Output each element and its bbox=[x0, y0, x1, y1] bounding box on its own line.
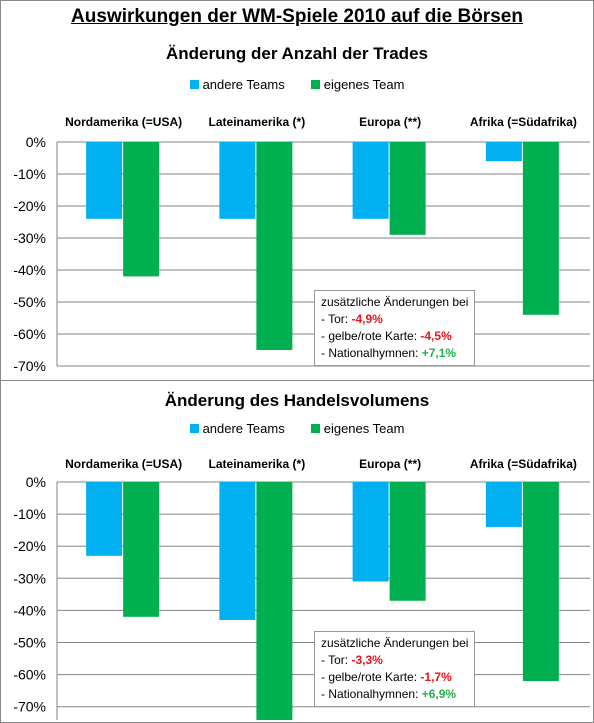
category-label: Afrika (=Südafrika) bbox=[470, 115, 577, 129]
y-tick-label: -30% bbox=[13, 570, 46, 586]
bar-andere-teams bbox=[485, 482, 522, 527]
y-tick-label: -70% bbox=[13, 699, 46, 715]
note-heading: zusätzliche Änderungen bei bbox=[321, 636, 469, 650]
y-tick-label: -70% bbox=[13, 358, 46, 374]
note-row: - gelbe/rote Karte: -4,5% bbox=[321, 328, 468, 345]
legend-swatch-andere bbox=[189, 424, 199, 433]
bar-eigenes-team bbox=[389, 142, 426, 235]
y-tick-label: -30% bbox=[13, 230, 46, 246]
legend-item-eigenes: eigenes Team bbox=[310, 421, 405, 436]
y-tick-label: -60% bbox=[13, 326, 46, 342]
y-tick-label: 0% bbox=[26, 474, 46, 490]
y-tick-label: -40% bbox=[13, 602, 46, 618]
note-row: - Tor: -3,3% bbox=[321, 652, 468, 669]
y-tick-label: -10% bbox=[13, 506, 46, 522]
category-label: Nordamerika (=USA) bbox=[65, 115, 182, 129]
y-tick-label: -20% bbox=[13, 198, 46, 214]
category-label: Lateinamerika (*) bbox=[209, 457, 306, 471]
y-tick-label: -40% bbox=[13, 262, 46, 278]
y-tick-label: -50% bbox=[13, 294, 46, 310]
chart-divider bbox=[0, 380, 594, 381]
chart-trades: 0% -10% -20% -30% -40% -50% -60% -70% Nordamerik… bbox=[13, 115, 590, 374]
note-row-label: - Nationalhymnen: bbox=[321, 346, 422, 360]
note-box-trades: zusätzliche Änderungen bei - Tor: -4,9% - … bbox=[314, 290, 476, 366]
category-label: Lateinamerika (*) bbox=[209, 115, 306, 129]
note-row-label: - gelbe/rote Karte: bbox=[321, 670, 421, 684]
bar-andere-teams bbox=[219, 482, 256, 621]
note-row: - Nationalhymnen: +7,1% bbox=[321, 345, 468, 362]
legend-volume: andere Teams eigenes Team bbox=[0, 421, 594, 436]
bar-eigenes-team bbox=[256, 482, 293, 720]
chart-title-volume: Änderung des Handelsvolumens bbox=[164, 391, 430, 410]
bar-eigenes-team bbox=[123, 482, 160, 617]
legend-trades: andere Teams eigenes Team bbox=[0, 77, 594, 92]
note-heading: zusätzliche Änderungen bei bbox=[321, 295, 469, 309]
y-tick-label: -10% bbox=[13, 166, 46, 182]
category-label: Europa (**) bbox=[359, 457, 421, 471]
legend-swatch-eigenes bbox=[310, 80, 320, 89]
category-label: Nordamerika (=USA) bbox=[65, 457, 182, 471]
legend-swatch-eigenes bbox=[310, 424, 320, 433]
note-row-value: +6,9% bbox=[421, 687, 457, 701]
category-label: Afrika (=Südafrika) bbox=[470, 457, 577, 471]
note-row: - Nationalhymnen: +6,9% bbox=[321, 686, 468, 703]
note-row-label: - gelbe/rote Karte: bbox=[321, 329, 421, 343]
bar-eigenes-team bbox=[522, 482, 559, 682]
bar-andere-teams bbox=[86, 482, 123, 556]
legend-label-eigenes: eigenes Team bbox=[323, 421, 405, 436]
note-row-value: -1,7% bbox=[420, 670, 452, 684]
legend-item-andere: andere Teams bbox=[189, 421, 285, 436]
bar-andere-teams bbox=[219, 142, 256, 219]
note-row-label: - Tor: bbox=[321, 653, 352, 667]
note-row-value: +7,1% bbox=[421, 346, 457, 360]
note-row-value: -3,3% bbox=[351, 653, 383, 667]
note-row: - Tor: -4,9% bbox=[321, 311, 468, 328]
chart-title-trades: Änderung der Anzahl der Trades bbox=[166, 44, 428, 63]
note-row-label: - Nationalhymnen: bbox=[321, 687, 422, 701]
bar-andere-teams bbox=[485, 142, 522, 162]
y-tick-label: -60% bbox=[13, 667, 46, 683]
note-row-value: -4,9% bbox=[351, 312, 383, 326]
note-row-value: -4,5% bbox=[420, 329, 452, 343]
chart-volume: 0%-10%-20%-30%-40%-50%-60%-70%-80%Nordam… bbox=[13, 457, 590, 720]
y-tick-label: -50% bbox=[13, 635, 46, 651]
main-title: Auswirkungen der WM-Spiele 2010 auf die … bbox=[71, 6, 523, 27]
legend-label-eigenes: eigenes Team bbox=[323, 77, 405, 92]
bar-andere-teams bbox=[352, 482, 389, 582]
legend-label-andere: andere Teams bbox=[202, 77, 285, 92]
bar-andere-teams bbox=[86, 142, 123, 219]
legend-item-eigenes: eigenes Team bbox=[310, 77, 405, 92]
category-label: Europa (**) bbox=[359, 115, 421, 129]
legend-item-andere: andere Teams bbox=[189, 77, 285, 92]
legend-swatch-andere bbox=[189, 80, 199, 89]
bar-eigenes-team bbox=[256, 142, 293, 350]
note-row: - gelbe/rote Karte: -1,7% bbox=[321, 669, 468, 686]
y-tick-label: -20% bbox=[13, 538, 46, 554]
y-tick-label: 0% bbox=[26, 134, 46, 150]
bar-eigenes-team bbox=[123, 142, 160, 277]
bar-eigenes-team bbox=[522, 142, 559, 315]
legend-label-andere: andere Teams bbox=[202, 421, 285, 436]
note-row-label: - Tor: bbox=[321, 312, 352, 326]
bar-eigenes-team bbox=[389, 482, 426, 601]
note-box-volume: zusätzliche Änderungen bei - Tor: -3,3% - … bbox=[314, 631, 476, 707]
bar-andere-teams bbox=[352, 142, 389, 219]
